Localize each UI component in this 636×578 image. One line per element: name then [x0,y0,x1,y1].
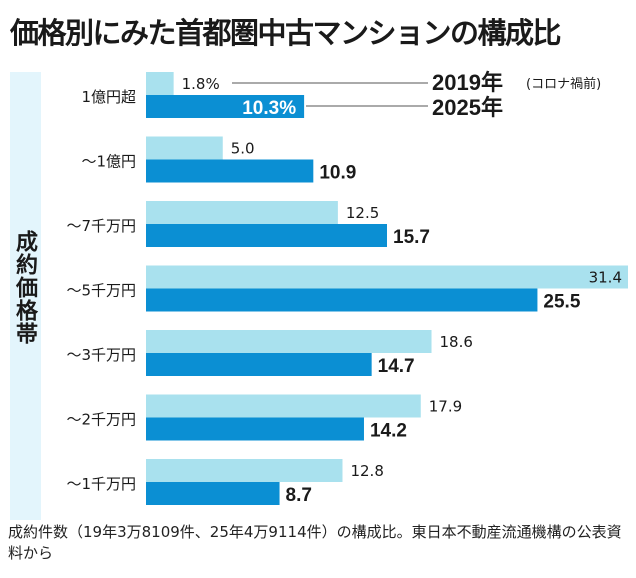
data-label-2019: 5.0 [231,140,255,158]
bar-2025年 [146,417,364,441]
data-label-2019: 17.9 [429,398,462,416]
bar-2025年 [146,224,387,247]
category-label: ～2千万円 [66,411,136,429]
bar-2019年 [146,330,432,353]
category-label: 1億円超 [81,88,136,106]
bar-2019年 [146,72,174,95]
data-label-2025: 14.7 [378,356,415,377]
data-label-2025: 10.3% [242,98,296,119]
data-label-2019: 31.4 [589,269,622,287]
y-axis-band [10,72,41,520]
bar-2019年 [146,201,338,224]
category-label: ～3千万円 [66,346,136,364]
data-label-2019: 12.5 [346,204,379,222]
category-label: ～7千万円 [66,217,136,235]
data-label-2019: 12.8 [350,462,383,480]
data-label-2025: 8.7 [286,485,312,506]
chart-title: 価格別にみた首都圏中古マンションの構成比 [10,16,562,50]
legend-2025: 2025年 [432,95,503,120]
bar-2019年 [146,265,628,289]
bar-2019年 [146,459,343,482]
bar-2025年 [146,288,538,312]
data-label-2019: 1.8% [182,75,220,93]
bar-2025年 [146,159,314,183]
category-label: ～1千万円 [66,475,136,493]
y-axis-label: 成約価格帯 [12,230,37,345]
data-label-2019: 18.6 [440,333,473,351]
legend-2019: 2019年 [432,70,503,95]
data-label-2025: 15.7 [393,227,430,248]
data-label-2025: 25.5 [543,292,580,313]
data-label-2025: 14.2 [370,421,407,442]
bar-2025年 [146,353,372,376]
bar-2025年 [146,95,305,118]
category-label: ～1億円 [81,153,136,171]
footnote: 成約件数（19年3万8109件、25年4万9114件）の構成比。東日本不動産流通… [8,523,622,562]
bar-2019年 [146,394,421,418]
bar-2019年 [146,136,223,160]
bar-2025年 [146,482,280,505]
data-label-2025: 10.9 [319,163,356,184]
legend-2019-note: (コロナ禍前) [526,76,601,92]
category-label: ～5千万円 [66,282,136,300]
